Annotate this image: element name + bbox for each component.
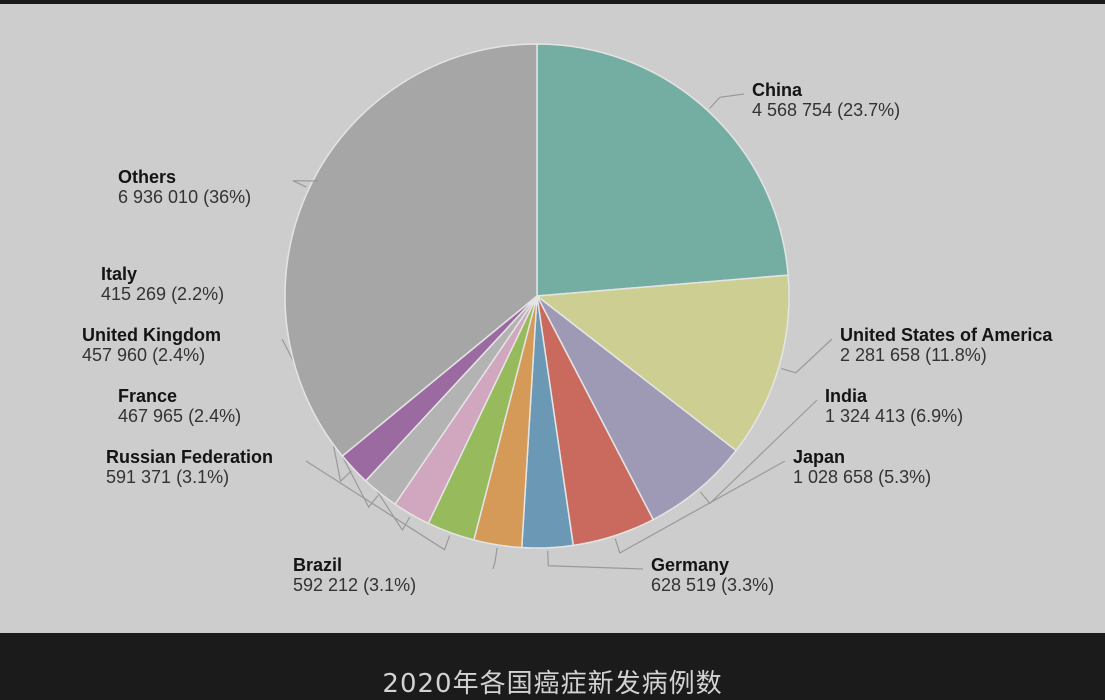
slice-label: France 467 965 (2.4%): [118, 386, 241, 426]
slice-label-name: China: [752, 80, 803, 100]
slice-label-name: Japan: [793, 447, 846, 467]
leader-line: [614, 460, 786, 554]
leader-line: [781, 338, 833, 374]
slice-label: United States of America 2 281 658 (11.8%…: [840, 325, 1052, 365]
leader-line: [547, 550, 644, 570]
slice-label-value: 628 519 (3.3%): [651, 575, 775, 595]
pie-slice-united-states-of-america[interactable]: [535, 274, 790, 452]
slice-label: Italy 415 269 (2.2%): [101, 264, 224, 304]
slice-label: Brazil 592 212 (3.1%): [293, 555, 416, 595]
slice-label: Japan 1 028 658 (5.3%): [793, 447, 931, 487]
slice-label: Russian Federation 591 371 (3.1%): [106, 447, 273, 487]
slice-label-value: 6 936 010 (36%): [118, 187, 252, 207]
pie-slice-india[interactable]: [536, 295, 738, 521]
pie-slice-others[interactable]: [284, 43, 538, 458]
slice-label-name: United Kingdom: [82, 325, 221, 345]
slice-label: Germany 628 519 (3.3%): [651, 555, 774, 595]
leader-line: [292, 180, 319, 188]
leader-line: [305, 460, 451, 551]
slice-label-name: Russian Federation: [106, 447, 274, 467]
slice-label-value: 4 568 754 (23.7%): [752, 100, 901, 120]
slice-label-name: India: [825, 386, 868, 406]
caption-bar: 2020年各国癌症新发病例数: [0, 633, 1105, 699]
slice-label-name: Italy: [101, 264, 138, 284]
slice-label-value: 1 324 413 (6.9%): [825, 406, 964, 426]
slice-label-value: 592 212 (3.1%): [293, 575, 417, 595]
top-frame-band: [0, 0, 1105, 4]
chart-caption: 2020年各国癌症新发病例数: [382, 669, 723, 699]
slice-label-name: Germany: [651, 555, 730, 575]
slice-label-value: 591 371 (3.1%): [106, 467, 230, 487]
pie-slice-china[interactable]: [536, 43, 789, 297]
slice-label: United Kingdom 457 960 (2.4%): [82, 325, 221, 365]
slice-label-value: 467 965 (2.4%): [118, 406, 242, 426]
leader-line: [492, 547, 498, 570]
slice-label-name: Others: [118, 167, 177, 187]
slice-label-value: 1 028 658 (5.3%): [793, 467, 932, 487]
slice-label: Others 6 936 010 (36%): [118, 167, 251, 207]
pie-chart-area: China 4 568 754 (23.7%) United States of A…: [0, 4, 1105, 633]
slice-label-value: 415 269 (2.2%): [101, 284, 225, 304]
slice-label-name: France: [118, 386, 178, 406]
slice-label: China 4 568 754 (23.7%): [752, 80, 900, 120]
slice-label-name: Brazil: [293, 555, 343, 575]
slice-label: India 1 324 413 (6.9%): [825, 386, 963, 426]
pie-chart: [281, 43, 833, 570]
leader-line: [709, 93, 745, 109]
slice-label-value: 457 960 (2.4%): [82, 345, 206, 365]
slice-label-value: 2 281 658 (11.8%): [840, 345, 987, 365]
slice-label-name: United States of America: [840, 325, 1053, 345]
